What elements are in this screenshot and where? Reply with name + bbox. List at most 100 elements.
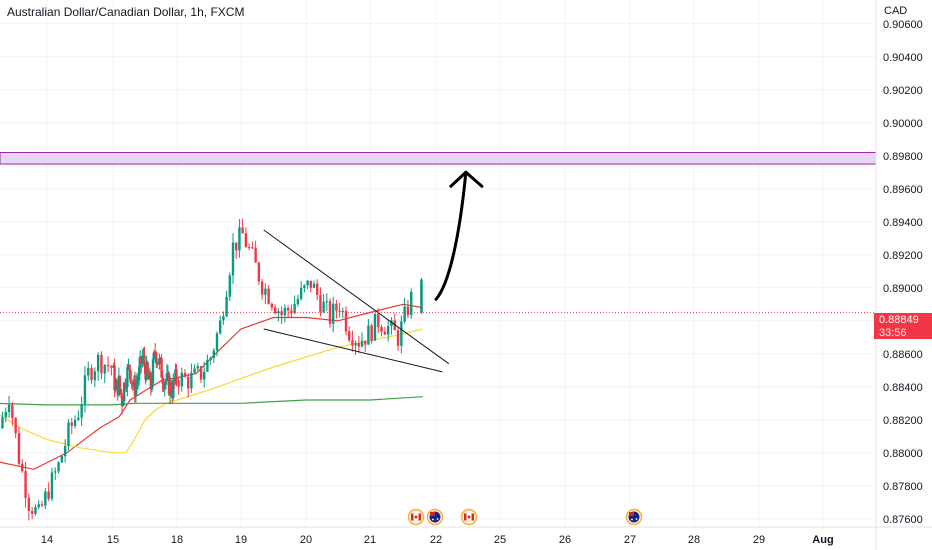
candle [235,242,238,259]
candle-body [251,247,254,249]
candle-body [377,313,380,328]
canada-flag-icon[interactable] [407,508,425,526]
candle-body [96,354,100,372]
candle-body [260,281,264,295]
candle-body [73,419,77,426]
candle-body [7,404,11,412]
currency-label: CAD [884,5,908,17]
candle [332,296,335,333]
x-tick-label: 19 [235,534,247,546]
y-tick-label: 0.88200 [883,415,923,427]
candle [96,352,100,381]
candle [351,330,354,352]
candle [338,302,341,318]
candle [390,317,393,335]
candle-body [124,382,127,388]
candle [273,304,277,315]
candle-body [165,373,169,382]
candle-body [106,365,110,367]
candle [309,280,312,293]
candle [27,493,31,521]
canada-flag-icon[interactable] [460,508,478,526]
candle [77,410,80,422]
y-tick-label: 0.89000 [883,283,923,295]
candle-body [254,247,257,263]
candle-body [143,355,146,367]
candle-body [325,301,328,303]
candle-body [57,462,60,472]
candle [1,411,4,430]
candle [135,372,139,394]
candle-body [4,411,7,418]
candle-body [238,227,241,251]
y-tick-label: 0.90400 [883,52,923,64]
candle [396,326,400,351]
candle-body [163,383,166,390]
candle [50,467,54,502]
candle-body [128,364,131,371]
candle-body [172,380,175,398]
forecast-arrow[interactable] [434,170,468,301]
candle [303,284,306,293]
candle [348,326,351,343]
candle-body [90,367,93,381]
candle [306,280,309,290]
candle [293,295,296,315]
candle [260,279,264,300]
candle [228,272,231,302]
candle-body [158,358,161,365]
candle-body [390,320,393,326]
candle-body [199,366,203,380]
candle [47,482,50,502]
y-tick-label: 0.89800 [883,151,923,163]
candle-body [257,262,261,282]
candle [146,360,149,375]
candle [344,306,348,336]
candle [241,218,244,234]
candle-body [180,372,183,387]
australia-flag-icon[interactable] [625,508,643,526]
australia-flag-icon[interactable] [426,508,444,526]
candle-body [183,372,187,377]
candle [141,349,144,368]
candle [187,373,190,398]
candle [11,401,14,426]
candle-body [114,386,117,391]
upper-trendline[interactable] [263,229,450,365]
candle [367,318,370,345]
candle [393,313,396,331]
candle-body [21,463,24,472]
candle [364,340,367,353]
x-tick-label: 21 [364,534,376,546]
lower-trendline[interactable] [263,328,443,373]
candle-body [354,343,357,346]
candle-body [155,352,158,364]
candle-body [335,303,338,311]
y-tick-label: 0.88600 [883,349,923,361]
candle-body [222,316,225,321]
candle [373,313,377,341]
candle-body [373,313,377,341]
resistance-zone[interactable] [0,151,877,165]
candle [225,290,228,318]
candle-body [348,331,351,341]
ma-fast-line [0,303,423,470]
candle [30,506,34,520]
candle-body [44,491,47,506]
candle [215,331,219,357]
candle [129,369,132,385]
candle [193,364,196,374]
candle [335,299,338,319]
candle [106,356,110,373]
candle-body [241,227,244,234]
candle [40,500,44,508]
candle [57,461,60,474]
candle [322,294,325,313]
candle [190,363,193,393]
x-tick-label: 14 [41,534,53,546]
candle-body [370,325,373,341]
candle [83,366,87,413]
candle-body [386,325,390,335]
